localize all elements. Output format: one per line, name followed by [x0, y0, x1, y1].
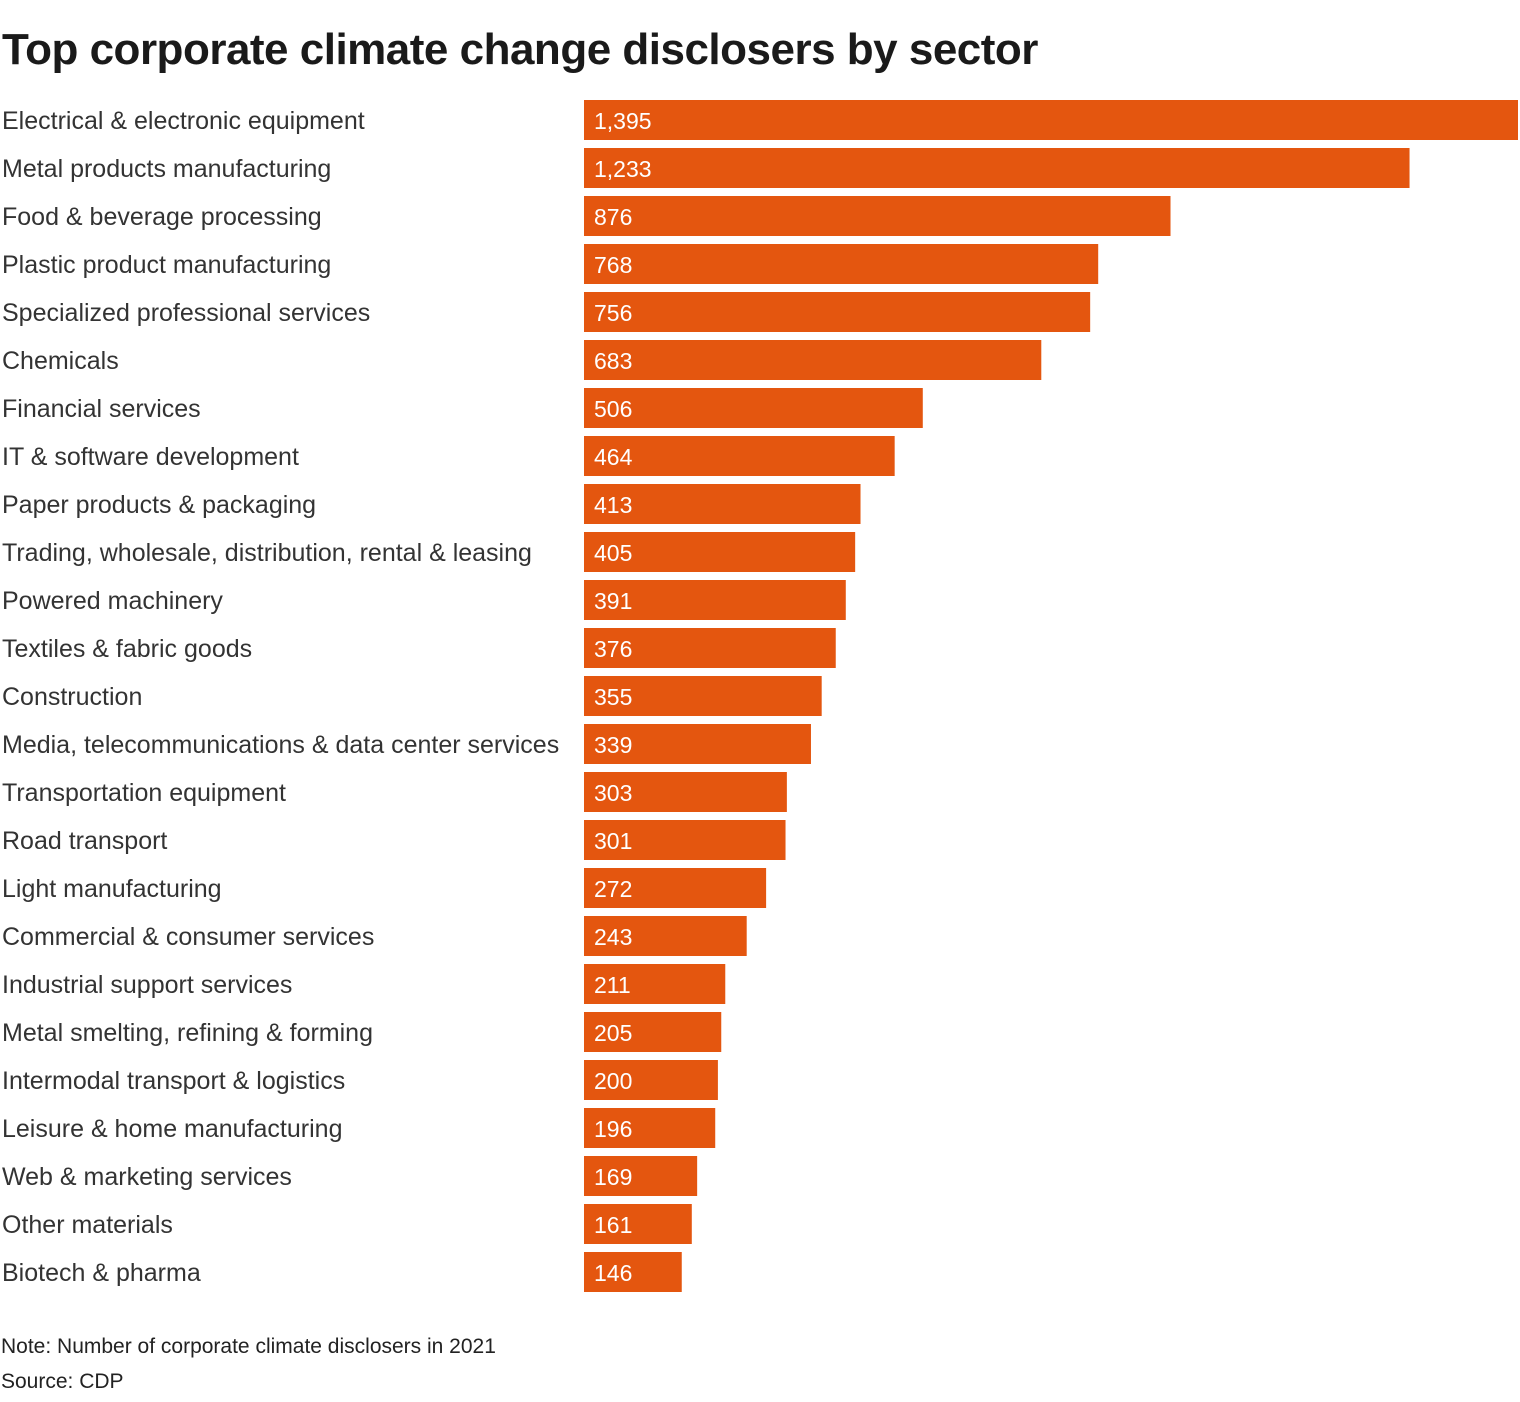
category-label: Other materials — [2, 1211, 173, 1239]
value-label: 301 — [594, 828, 632, 854]
value-label: 355 — [594, 684, 632, 710]
category-label: Electrical & electronic equipment — [2, 107, 365, 135]
value-label: 161 — [594, 1212, 632, 1238]
bar — [584, 148, 1410, 188]
chart-source: Source: CDP — [1, 1370, 124, 1393]
category-label: Commercial & consumer services — [2, 923, 374, 951]
bar — [584, 916, 747, 956]
category-label: Chemicals — [2, 347, 119, 375]
value-label: 683 — [594, 348, 632, 374]
category-label: Road transport — [2, 827, 167, 855]
value-label: 169 — [594, 1164, 632, 1190]
bar — [584, 1012, 722, 1052]
category-label: Food & beverage processing — [2, 203, 322, 231]
value-label: 876 — [594, 204, 632, 230]
value-label: 391 — [594, 588, 632, 614]
value-label: 1,233 — [594, 156, 652, 182]
value-label: 200 — [594, 1068, 632, 1094]
category-label: Trading, wholesale, distribution, rental… — [2, 539, 532, 567]
bar — [584, 676, 822, 716]
value-label: 464 — [594, 444, 633, 470]
category-label: IT & software development — [2, 443, 299, 471]
value-label: 405 — [594, 540, 632, 566]
category-label: Powered machinery — [2, 587, 223, 615]
bar — [584, 772, 787, 812]
bar — [584, 1204, 692, 1244]
value-label: 272 — [594, 876, 632, 902]
value-label: 413 — [594, 492, 632, 518]
bar — [584, 724, 811, 764]
category-label: Financial services — [2, 395, 201, 423]
bar-chart: Electrical & electronic equipment Metal p… — [2, 100, 1518, 1292]
value-label: 756 — [594, 300, 632, 326]
bar — [584, 484, 861, 524]
bar — [584, 1108, 716, 1148]
category-label: Industrial support services — [2, 971, 292, 999]
chart-title: Top corporate climate change disclosers … — [2, 25, 1038, 74]
bars — [584, 100, 1518, 1292]
bar — [584, 1252, 682, 1292]
value-label: 339 — [594, 732, 632, 758]
category-label: Metal products manufacturing — [2, 155, 331, 183]
category-label: Paper products & packaging — [2, 491, 316, 519]
bar — [584, 868, 767, 908]
category-label: Textiles & fabric goods — [2, 635, 252, 663]
category-label: Plastic product manufacturing — [2, 251, 331, 279]
bar — [584, 292, 1091, 332]
value-label: 1,395 — [594, 108, 652, 134]
category-label: Media, telecommunications & data center … — [2, 731, 559, 759]
value-label: 506 — [594, 396, 632, 422]
bar — [584, 196, 1171, 236]
category-label: Web & marketing services — [2, 1163, 292, 1191]
bar — [584, 820, 786, 860]
bar — [584, 628, 836, 668]
category-label: Transportation equipment — [2, 779, 286, 807]
value-label: 768 — [594, 252, 632, 278]
bar — [584, 340, 1042, 380]
category-label: Light manufacturing — [2, 875, 222, 903]
bar — [584, 100, 1518, 140]
category-label: Metal smelting, refining & forming — [2, 1019, 373, 1047]
bar — [584, 532, 856, 572]
value-label: 146 — [594, 1260, 632, 1286]
chart-note: Note: Number of corporate climate disclo… — [1, 1335, 496, 1358]
bar — [584, 436, 895, 476]
value-labels: 1,395 1,233 876 768 756 683 506 464 413 405 391 376… — [594, 108, 652, 1286]
value-label: 303 — [594, 780, 632, 806]
category-labels: Electrical & electronic equipment Metal p… — [2, 107, 559, 1287]
bar — [584, 1156, 698, 1196]
value-label: 196 — [594, 1116, 632, 1142]
bar — [584, 964, 726, 1004]
category-label: Construction — [2, 683, 142, 711]
category-label: Biotech & pharma — [2, 1259, 201, 1287]
bar — [584, 244, 1099, 284]
category-label: Intermodal transport & logistics — [2, 1067, 345, 1095]
bar — [584, 1060, 718, 1100]
category-label: Leisure & home manufacturing — [2, 1115, 342, 1143]
value-label: 376 — [594, 636, 632, 662]
bar — [584, 388, 923, 428]
bar — [584, 580, 846, 620]
value-label: 243 — [594, 924, 632, 950]
value-label: 211 — [594, 972, 631, 998]
category-label: Specialized professional services — [2, 299, 370, 327]
value-label: 205 — [594, 1020, 632, 1046]
